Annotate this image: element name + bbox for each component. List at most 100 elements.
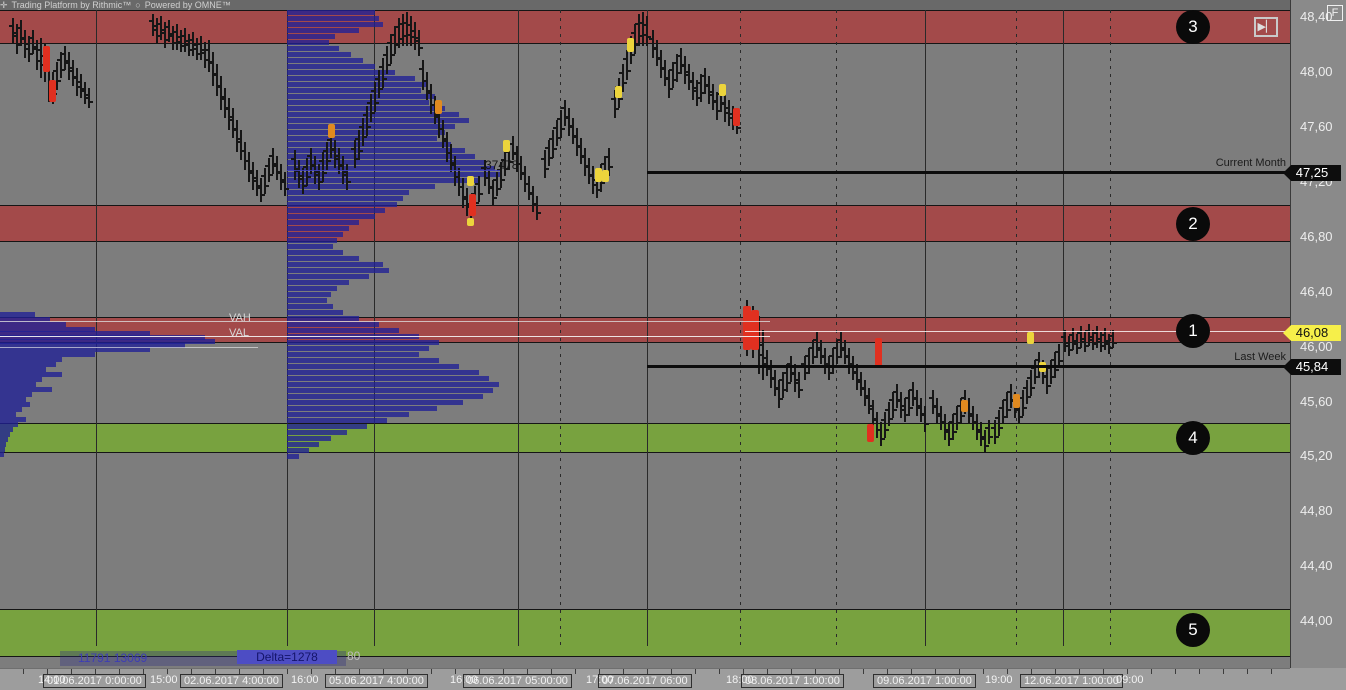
volume-profile-row [287, 178, 479, 183]
price-bar [399, 14, 407, 46]
price-bar [639, 12, 647, 46]
price-tick-44,40: 44,40 [1300, 558, 1333, 573]
zone-4 [0, 423, 1290, 453]
zone-5 [0, 609, 1290, 657]
price-bar [783, 364, 791, 392]
zone-badge-3[interactable]: 3 [1176, 10, 1210, 44]
zone-badge-4[interactable]: 4 [1176, 421, 1210, 455]
volume-profile-row [287, 28, 359, 33]
price-bar [13, 24, 21, 54]
price-bar [323, 142, 331, 170]
volume-profile-row [287, 286, 337, 291]
date-label: 02.06.2017 4:00:00 [180, 674, 283, 688]
price-bar [343, 164, 351, 190]
price-bar [611, 90, 619, 118]
price-bar [1105, 334, 1113, 354]
left-profile-row [0, 322, 66, 327]
price-bar [909, 382, 917, 406]
price-bar [657, 50, 665, 78]
price-bar [517, 156, 525, 180]
yellow-volume-marker [627, 38, 634, 52]
price-bar [801, 356, 809, 380]
zone-badge-5[interactable]: 5 [1176, 613, 1210, 647]
volume-profile-row [287, 34, 335, 39]
session-line [925, 10, 926, 646]
left-profile-row [0, 377, 42, 382]
zone-badge-1[interactable]: 1 [1176, 314, 1210, 348]
price-bar [977, 422, 985, 446]
price-bar [693, 80, 701, 106]
price-bar [585, 158, 593, 184]
volume-profile-row [287, 208, 385, 213]
price-bar [549, 130, 557, 158]
left-profile-row [0, 367, 46, 372]
volume-profile-row [287, 268, 389, 273]
volume-profile-row [287, 358, 439, 363]
price-tick-44,00: 44,00 [1300, 613, 1333, 628]
price-bar [281, 172, 289, 196]
price-bar [985, 420, 993, 444]
price-bar [995, 410, 1003, 436]
volume-profile-row [287, 154, 475, 159]
go-to-latest-button[interactable]: ▶▏ [1254, 17, 1278, 37]
reference-line [0, 347, 258, 348]
volume-profile-row [287, 436, 331, 441]
date-label: 01.06.2017 0:00:00 [43, 674, 146, 688]
price-bar [1047, 360, 1055, 384]
date-label: 07.06.2017 06:00 [598, 674, 692, 688]
price-bar [395, 18, 403, 48]
volume-profile-row [287, 328, 399, 333]
price-bar [937, 406, 945, 430]
app-icon[interactable]: ✛ [0, 0, 8, 10]
chart-area[interactable]: VAH VAL 37478 11791 13069 Delta=1278 80 … [0, 10, 1290, 668]
red-volume-marker [43, 46, 50, 72]
volume-profile-row [287, 190, 409, 195]
price-bar [53, 62, 61, 90]
price-bar [1055, 344, 1063, 368]
price-bar [403, 12, 411, 46]
left-profile-row [0, 339, 215, 344]
price-bar [185, 34, 193, 56]
volume-profile-row [287, 172, 501, 177]
price-bar [545, 140, 553, 166]
left-profile-row [0, 412, 16, 417]
price-bar [237, 130, 245, 160]
left-profile-row [0, 387, 52, 392]
fixed-scale-button[interactable]: F [1327, 5, 1343, 21]
price-bar [69, 60, 77, 86]
price-bar [833, 340, 841, 364]
time-label: 19:00 [985, 674, 1013, 686]
orange-volume-marker [435, 100, 442, 114]
zone-3 [0, 10, 1290, 44]
time-axis[interactable]: 14:00 01.06.2017 0:00:00 15:00 02.06.2017 4… [0, 668, 1290, 690]
price-bar [643, 16, 651, 46]
price-bar [177, 30, 185, 52]
price-bar [229, 108, 237, 138]
price-bar [331, 140, 339, 168]
price-bar [17, 20, 25, 46]
price-bar [201, 42, 209, 68]
price-bar [37, 38, 45, 78]
volume-profile-row [287, 94, 435, 99]
red-volume-marker [469, 194, 476, 216]
price-bar [795, 372, 803, 398]
volume-profile-row [287, 352, 419, 357]
price-bar [635, 14, 643, 46]
price-bar [327, 132, 335, 158]
volume-profile-row [287, 40, 329, 45]
price-bar [245, 152, 253, 182]
volume-profile-row [287, 70, 395, 75]
price-axis[interactable]: F 48,40 48,00 47,60 47,20 46,80 46,40 46,00 45,… [1283, 0, 1346, 668]
volume-profile-row [287, 124, 455, 129]
axis-corner [1290, 668, 1346, 690]
volume-profile-row [287, 424, 367, 429]
left-profile-row [0, 382, 36, 387]
price-bar [1081, 332, 1089, 352]
date-label: 05.06.2017 4:00:00 [325, 674, 428, 688]
volume-profile-row [287, 238, 337, 243]
price-bar [249, 162, 257, 190]
left-profile-row [0, 397, 26, 402]
price-tag-46,08: 46,08 [1283, 325, 1341, 341]
zone-badge-2[interactable]: 2 [1176, 207, 1210, 241]
price-tag-47,25: 47,25 [1283, 165, 1341, 181]
